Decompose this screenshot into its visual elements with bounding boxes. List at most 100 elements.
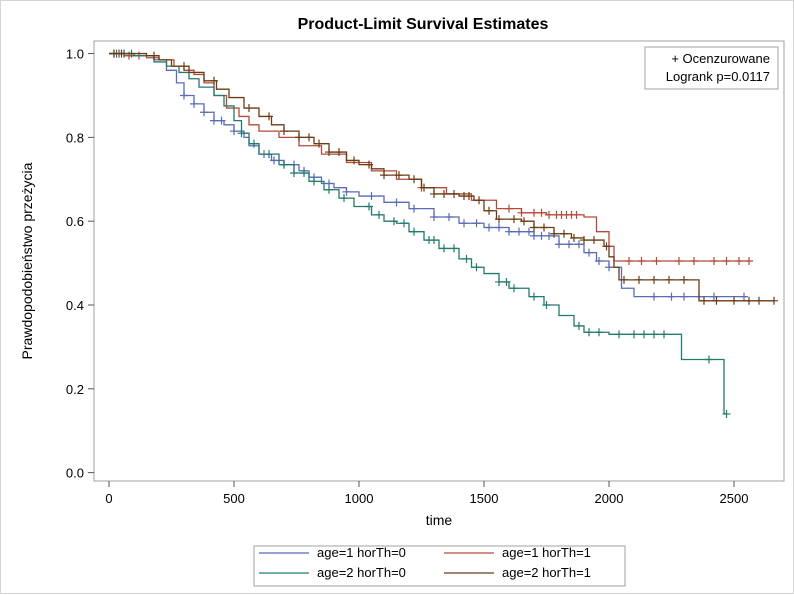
censor-mark — [602, 242, 611, 251]
logrank-label: Logrank p=0.0117 — [666, 69, 770, 84]
censor-mark — [755, 296, 763, 305]
censor-mark — [502, 277, 511, 286]
censor-mark — [560, 229, 568, 238]
censor-mark — [510, 215, 518, 224]
censor-mark — [722, 257, 731, 265]
censor-mark — [210, 116, 218, 125]
censor-mark — [440, 189, 448, 198]
legend-label: age=1 horTh=1 — [502, 545, 591, 560]
censor-mark — [325, 148, 333, 157]
censor-mark — [545, 210, 553, 219]
x-tick-label: 500 — [223, 491, 245, 506]
censor-mark — [305, 133, 313, 142]
censor-mark — [400, 219, 408, 228]
censor-mark — [620, 275, 628, 284]
legend-label: age=2 horTh=1 — [502, 565, 591, 580]
censor-mark — [570, 233, 578, 242]
censor-mark — [375, 210, 383, 219]
censor-mark — [485, 223, 493, 232]
censor-mark — [310, 177, 318, 186]
censor-mark — [650, 275, 658, 284]
censor-mark — [710, 257, 718, 265]
censor-mark — [390, 217, 398, 226]
censor-mark — [730, 296, 738, 305]
censor-mark — [585, 328, 593, 337]
x-tick-label: 1000 — [345, 491, 374, 506]
censor-mark — [495, 223, 503, 232]
censor-mark — [450, 189, 458, 198]
x-axis-label: time — [426, 512, 453, 528]
censor-mark — [315, 139, 323, 148]
censor-mark — [530, 292, 538, 301]
censor-mark — [420, 183, 428, 192]
censor-mark — [710, 292, 718, 301]
censor-mark — [250, 139, 258, 148]
censor-mark — [652, 257, 661, 265]
censor-mark — [637, 257, 646, 265]
censor-mark — [505, 204, 513, 213]
survival-curve — [109, 52, 774, 302]
censor-mark — [705, 355, 713, 364]
y-tick-label: 0.4 — [66, 298, 84, 313]
x-tick-label: 1500 — [470, 491, 499, 506]
x-tick-label: 2500 — [720, 491, 749, 506]
censor-mark — [537, 208, 546, 217]
censor-mark — [230, 127, 238, 136]
censor-mark — [472, 219, 481, 228]
censor-mark — [585, 248, 593, 257]
censor-mark — [472, 263, 481, 272]
censor-mark — [365, 160, 373, 169]
censor-mark — [700, 296, 708, 305]
censor-mark — [430, 213, 438, 221]
survival-curve — [109, 52, 727, 415]
censor-mark — [580, 236, 588, 245]
censor-mark — [290, 169, 298, 177]
y-axis-label: Prawdopodobieństwo przeżycia — [19, 162, 35, 359]
censor-mark — [745, 296, 753, 305]
censor-mark — [110, 49, 118, 58]
censor-mark — [545, 231, 553, 240]
censor-mark — [475, 196, 483, 205]
y-tick-label: 0.6 — [66, 214, 84, 229]
censor-mark — [650, 292, 658, 301]
censor-mark — [595, 257, 603, 265]
censor-mark — [712, 296, 721, 305]
legend-label: age=2 horTh=0 — [317, 565, 406, 580]
censor-mark — [667, 292, 676, 301]
censor-mark — [635, 275, 643, 284]
legend: age=1 horTh=0 age=1 horTh=1 age=2 horTh=0 a… — [259, 545, 591, 580]
censor-mark — [410, 204, 418, 213]
censor-mark — [675, 257, 683, 265]
censor-mark — [615, 330, 623, 339]
censor-mark — [595, 328, 603, 337]
censor-mark — [245, 104, 253, 113]
censor-mark — [690, 257, 698, 265]
censor-mark — [530, 231, 538, 240]
series-group — [109, 49, 778, 418]
censor-mark — [735, 257, 743, 265]
y-tick-label: 0.2 — [66, 382, 84, 397]
censor-mark — [450, 244, 458, 253]
censor-mark — [510, 284, 518, 293]
censor-mark — [180, 91, 188, 100]
legend-label: age=1 horTh=0 — [317, 545, 406, 560]
censor-mark — [200, 108, 208, 117]
censor-mark — [325, 185, 333, 194]
censor-mark — [340, 194, 348, 203]
censor-mark — [537, 231, 546, 240]
censor-mark — [180, 62, 188, 71]
censor-mark — [515, 227, 523, 236]
y-tick-label: 0.8 — [66, 130, 84, 145]
censor-mark — [517, 208, 526, 217]
censor-mark — [440, 244, 448, 253]
censor-mark — [465, 192, 473, 201]
censor-mark — [295, 133, 303, 142]
censor-mark — [630, 330, 638, 339]
censor-mark — [520, 217, 528, 226]
censor-mark — [525, 227, 533, 236]
censor-mark — [640, 330, 648, 339]
censor-mark — [335, 148, 343, 157]
series-3 — [109, 49, 731, 418]
